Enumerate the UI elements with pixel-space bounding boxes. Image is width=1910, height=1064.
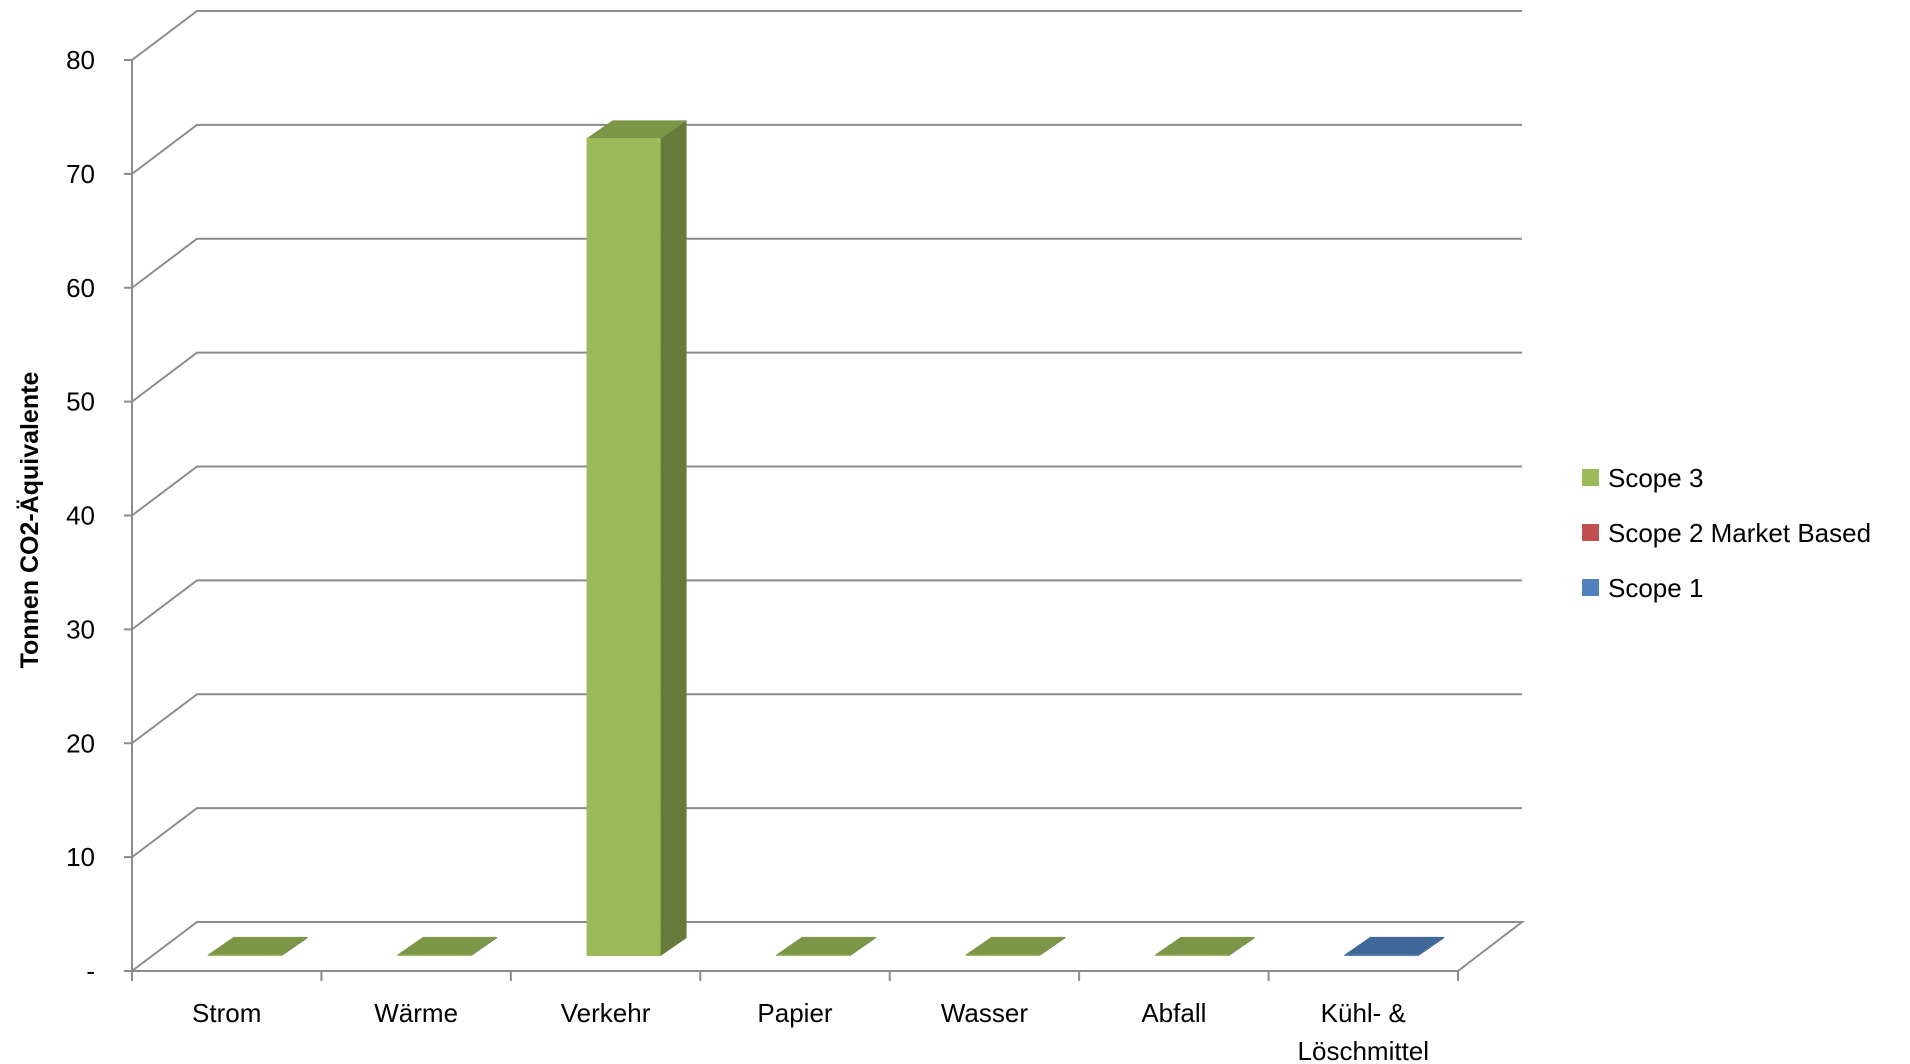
bar-side bbox=[850, 936, 876, 956]
gridline bbox=[131, 693, 1522, 745]
bar-top bbox=[776, 936, 876, 955]
gridline bbox=[131, 237, 1522, 289]
bar-side bbox=[1228, 936, 1255, 956]
bar bbox=[776, 936, 876, 956]
bar-top bbox=[586, 120, 687, 139]
y-tick-label: 10 bbox=[66, 842, 95, 872]
bar-front bbox=[965, 954, 1040, 956]
gridline bbox=[131, 807, 1522, 858]
bar bbox=[1154, 936, 1255, 956]
y-tick-label: 60 bbox=[66, 273, 95, 303]
y-axis-label: Tonnen CO2-Äquivalente bbox=[16, 372, 44, 669]
y-axis-ticks: - 10 20 30 40 50 60 70 80 bbox=[66, 45, 132, 986]
x-tick-label: Abfall bbox=[1141, 998, 1206, 1028]
y-tick-label: 70 bbox=[66, 159, 95, 189]
legend-label: Scope 3 bbox=[1608, 463, 1703, 493]
bar-front bbox=[1154, 954, 1229, 956]
x-tick-label: Wärme bbox=[374, 998, 458, 1028]
bar-top bbox=[965, 936, 1066, 955]
bar-side bbox=[471, 936, 498, 956]
bar-side bbox=[1418, 936, 1445, 956]
legend-swatch bbox=[1582, 579, 1599, 596]
bar-side bbox=[281, 936, 308, 956]
legend-label: Scope 1 bbox=[1608, 573, 1703, 603]
gridline bbox=[131, 123, 1522, 175]
chart-floor bbox=[131, 921, 1525, 972]
legend-item: Scope 1 bbox=[1582, 573, 1703, 603]
legend-swatch bbox=[1582, 469, 1599, 486]
chart-walls bbox=[131, 10, 1525, 972]
bar-top bbox=[207, 936, 308, 955]
bar-front bbox=[1344, 954, 1419, 956]
gridline bbox=[131, 465, 1522, 517]
bar-top bbox=[397, 936, 498, 955]
bar-top bbox=[1154, 936, 1255, 955]
x-axis-ticks: Strom Wärme Verkehr Papier Wasser Abfall Kühl-… bbox=[131, 971, 1459, 1064]
x-tick-label: Verkehr bbox=[561, 998, 651, 1028]
bar-front bbox=[586, 138, 661, 956]
legend-label: Scope 2 Market Based bbox=[1608, 518, 1871, 548]
x-tick-label: Papier bbox=[757, 998, 832, 1028]
y-tick-label: 40 bbox=[66, 501, 95, 531]
legend: Scope 3 Scope 2 Market Based Scope 1 bbox=[1582, 463, 1871, 603]
x-tick-label: Wasser bbox=[941, 998, 1028, 1028]
gridline bbox=[131, 579, 1522, 631]
y-tick-label: 20 bbox=[66, 728, 95, 758]
bar bbox=[965, 936, 1066, 956]
x-tick-label: Kühl- & bbox=[1321, 998, 1406, 1028]
gridline bbox=[131, 351, 1522, 403]
legend-swatch bbox=[1582, 524, 1599, 541]
bar bbox=[1344, 936, 1445, 956]
bar bbox=[397, 936, 498, 956]
x-tick-label: Strom bbox=[192, 998, 261, 1028]
bar-front bbox=[776, 954, 850, 956]
gridline bbox=[131, 10, 1522, 61]
bar bbox=[207, 936, 308, 956]
x-tick-label: Löschmittel bbox=[1298, 1036, 1430, 1064]
y-tick-label: - bbox=[86, 956, 95, 986]
bar-side bbox=[1039, 936, 1066, 956]
bar-side bbox=[660, 120, 687, 956]
bar-top bbox=[1344, 936, 1445, 955]
y-tick-label: 80 bbox=[66, 45, 95, 75]
chart-bars bbox=[207, 120, 1445, 956]
legend-item: Scope 2 Market Based bbox=[1582, 518, 1871, 548]
y-tick-label: 30 bbox=[66, 614, 95, 644]
bar-front bbox=[397, 954, 472, 956]
y-tick-label: 50 bbox=[66, 387, 95, 417]
bar-front bbox=[207, 954, 282, 956]
legend-item: Scope 3 bbox=[1582, 463, 1703, 493]
bar bbox=[586, 120, 687, 956]
